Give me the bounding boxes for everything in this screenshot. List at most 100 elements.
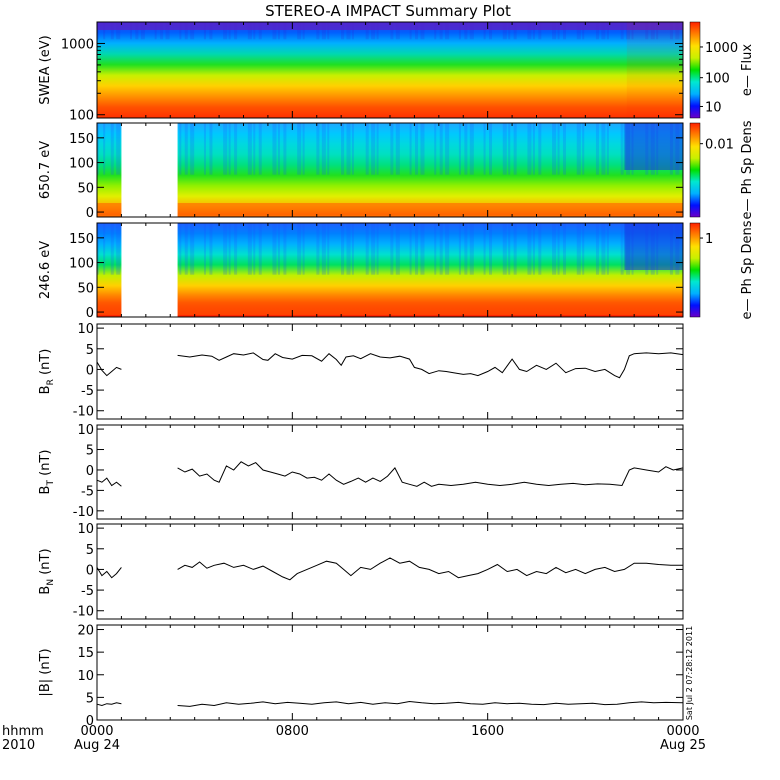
heatmap-streak <box>184 223 188 275</box>
series-line <box>96 702 122 707</box>
heatmap-streak <box>223 123 228 175</box>
heatmap-streak <box>228 22 231 40</box>
heatmap-streak <box>135 22 139 40</box>
heatmap-streak <box>203 22 206 40</box>
heatmap-streak <box>209 22 213 40</box>
heatmap-late-shift <box>626 22 683 118</box>
heatmap-streak <box>595 123 599 175</box>
heatmap-streak <box>576 22 581 40</box>
heatmap-streak <box>390 22 394 40</box>
heatmap-streak <box>434 123 437 175</box>
heatmap-streak <box>445 22 450 40</box>
y-tick-label: 50 <box>77 181 94 196</box>
heatmap-streak <box>458 223 461 275</box>
y-axis-label: BN (nT) <box>38 548 56 594</box>
y-axis-label-main: B <box>38 586 53 595</box>
y-axis-label-unit: (nT) <box>38 548 53 578</box>
heatmap-streak <box>527 223 532 275</box>
heatmap-streak <box>283 223 287 275</box>
heatmap-streak <box>365 22 369 40</box>
heatmap-streak <box>601 223 606 275</box>
y-tick-label: 10 <box>77 423 94 438</box>
heatmap-streak <box>341 223 345 275</box>
x-tick-label: 1600 <box>471 724 504 739</box>
heatmap-late-region <box>624 123 683 170</box>
x-tick-label: 0000 <box>666 724 699 739</box>
heatmap-streak <box>297 22 302 40</box>
heatmap-streak <box>645 22 649 40</box>
heatmap-streak <box>316 22 320 40</box>
heatmap-streak <box>552 223 557 275</box>
y-tick-label: 5 <box>86 543 94 558</box>
heatmap-streak <box>154 22 157 40</box>
heatmap-streak <box>234 22 238 40</box>
heatmap-streak <box>513 123 517 175</box>
heatmap-streak <box>223 223 228 275</box>
heatmap-spectrogram <box>97 22 683 118</box>
heatmap-streak <box>184 123 188 175</box>
y-tick-label: 5 <box>86 444 94 459</box>
heatmap-streak <box>606 123 609 175</box>
heatmap-streak <box>483 123 486 175</box>
heatmap-streak <box>247 223 252 275</box>
heatmap-streak <box>532 22 535 40</box>
heatmap-streak <box>160 22 164 40</box>
heatmap-streak <box>321 223 326 275</box>
heatmap-streak <box>675 22 680 40</box>
heatmap-streak <box>538 123 542 175</box>
heatmap-streak <box>253 223 256 275</box>
heatmap-streak <box>179 22 182 40</box>
y-tick-label: 10 <box>77 322 94 337</box>
heatmap-streak <box>601 22 606 40</box>
plot-title: STEREO-A IMPACT Summary Plot <box>265 2 511 20</box>
y-axis-label: 246.6 eV <box>38 241 53 299</box>
x-tick-label: 0800 <box>276 724 309 739</box>
heatmap-streak <box>489 223 493 275</box>
heatmap-streak <box>458 123 461 175</box>
series-line <box>177 461 684 487</box>
heatmap-streak <box>258 223 262 275</box>
series-line <box>177 557 683 581</box>
series-line <box>96 477 122 487</box>
heatmap-spectrogram <box>97 123 683 217</box>
y-axis-label-unit: (nT) <box>38 450 53 480</box>
heatmap-streak <box>409 223 412 275</box>
heatmap-streak <box>297 123 302 175</box>
heatmap-streak <box>371 123 376 175</box>
heatmap-streak <box>538 22 542 40</box>
heatmap-streak <box>415 223 419 275</box>
heatmap-streak <box>502 22 507 40</box>
colorbar-tick-label: 100 <box>705 72 730 87</box>
y-tick-label: -10 <box>73 405 94 420</box>
heatmap-streak <box>247 123 252 175</box>
heatmap-streak <box>302 223 305 275</box>
heatmap-streak <box>103 123 106 175</box>
y-axis-label-sub: T <box>46 480 56 487</box>
colorbar <box>689 222 701 318</box>
heatmap-streak <box>489 123 493 175</box>
heatmap-streak <box>376 22 379 40</box>
y-axis-label: |B| (nT) <box>38 648 53 696</box>
heatmap-streak <box>376 123 379 175</box>
heatmap-streak <box>203 123 206 175</box>
heatmap-streak <box>420 22 425 40</box>
heatmap-streak <box>321 22 326 40</box>
heatmap-streak <box>129 22 132 40</box>
heatmap-streak <box>179 223 182 275</box>
heatmap-streak <box>508 22 511 40</box>
heatmap-streak <box>606 223 609 275</box>
y-tick-label: 0 <box>86 464 94 479</box>
heatmap-streak <box>346 223 351 275</box>
y-tick-label: -5 <box>81 384 94 399</box>
heatmap-data-gap <box>121 123 178 217</box>
colorbar-tick-label: 10 <box>705 100 722 115</box>
heatmap-streak <box>527 123 532 175</box>
y-tick-label: 100 <box>69 157 94 172</box>
y-axis-label: 650.7 eV <box>38 141 53 199</box>
heatmap-streak <box>527 22 532 40</box>
heatmap-streak <box>434 22 437 40</box>
colorbar <box>689 21 701 119</box>
heatmap-streak <box>234 123 238 175</box>
heatmap-streak <box>97 123 99 175</box>
